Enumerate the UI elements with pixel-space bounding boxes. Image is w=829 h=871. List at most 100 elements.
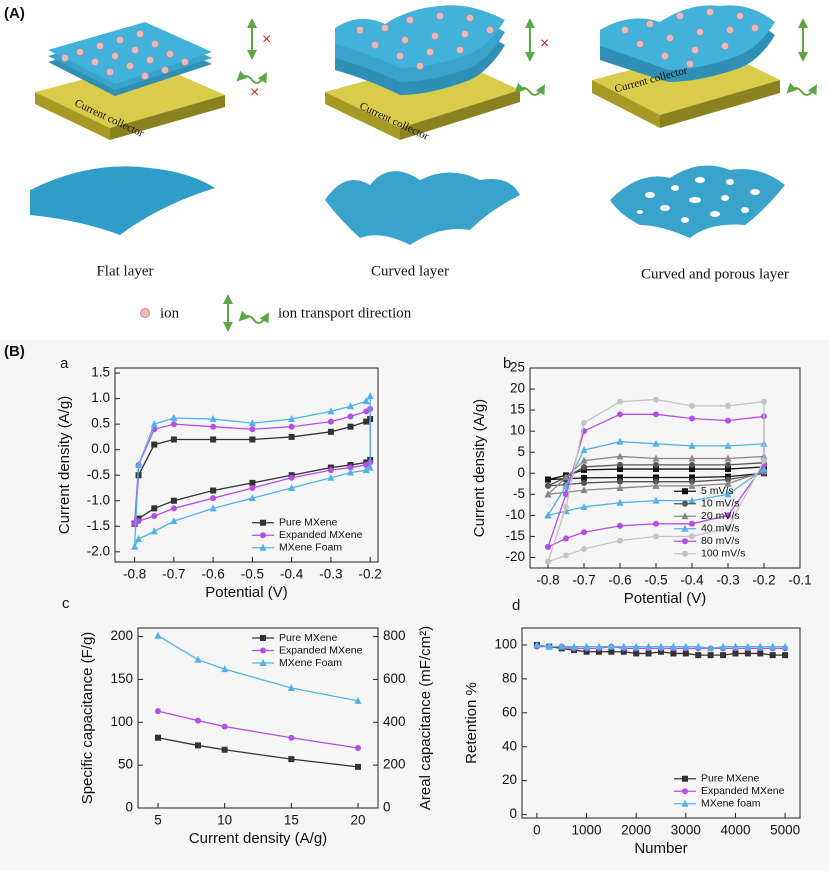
data-point [620, 642, 628, 650]
y-axis-label: Current density (A/g) [56, 396, 73, 534]
data-point [354, 696, 362, 704]
data-point [689, 478, 695, 485]
data-point [580, 486, 588, 494]
x-tick-label: -0.3 [716, 573, 739, 588]
data-point [719, 642, 727, 650]
x-tick-label: -0.7 [162, 567, 185, 582]
data-point [327, 428, 334, 435]
x-tick-label: 0 [533, 823, 541, 838]
x-axis-label: Potential (V) [205, 584, 288, 601]
data-point [195, 742, 201, 749]
legend-marker [260, 635, 266, 641]
data-point [707, 652, 714, 659]
data-point [209, 415, 217, 423]
data-point [725, 476, 731, 483]
data-point [731, 642, 739, 650]
x-tick-label: 2000 [621, 823, 651, 838]
data-point [617, 522, 623, 529]
data-point [617, 398, 623, 405]
data-point [652, 481, 660, 489]
legend-label: Pure MXene [279, 517, 338, 529]
y-tick-label: 1.0 [91, 390, 110, 405]
y-tick-label: -1.0 [87, 492, 110, 507]
data-point [653, 396, 659, 403]
data-point [725, 402, 731, 409]
data-point [170, 505, 177, 512]
data-point [617, 466, 623, 473]
data-point [616, 484, 624, 491]
svg-text:×: × [540, 35, 549, 52]
legend-marker [681, 512, 689, 520]
legend-marker [682, 788, 688, 795]
data-point [620, 648, 627, 655]
y-tick-label: 150 [110, 671, 133, 686]
data-point [616, 437, 624, 445]
data-point [583, 648, 590, 655]
plot-frame [114, 367, 379, 563]
data-point [209, 504, 217, 512]
y-tick-label: 1.5 [91, 365, 110, 380]
data-point [366, 463, 374, 471]
y-axis-label: Current density (A/g) [471, 399, 488, 537]
y-tick-label: 0 [125, 800, 133, 815]
legend-marker [260, 519, 266, 526]
x-tick-label: 5 [154, 813, 162, 828]
plot-frame [521, 627, 801, 819]
data-point [760, 465, 768, 473]
data-point [363, 462, 370, 468]
data-point [327, 418, 334, 425]
x-tick-label: -0.4 [280, 567, 304, 582]
data-point [563, 535, 569, 542]
data-point [544, 511, 552, 519]
data-point [210, 423, 217, 430]
x-axis-label: Current density (A/g) [189, 830, 327, 847]
x-axis-label: Potential (V) [624, 590, 707, 607]
y-tick-label: 20 [510, 381, 525, 396]
panel-letter: b [503, 355, 511, 372]
data-point [195, 717, 201, 724]
data-point [363, 418, 370, 425]
data-point [249, 426, 256, 433]
scheme: Current collector × × Flat layer [30, 18, 271, 279]
x-tick-label: -0.8 [536, 573, 559, 588]
layer-label: Flat layer [96, 263, 153, 279]
data-point [652, 439, 660, 447]
data-point [221, 723, 228, 730]
panel-label: (A) [4, 5, 25, 22]
panel-letter: a [60, 355, 69, 372]
data-point [781, 642, 789, 650]
x-tick-label: 3000 [671, 823, 701, 838]
data-point [724, 490, 732, 498]
legend-label: MXene foam [701, 798, 761, 810]
data-point [327, 467, 334, 474]
data-point [689, 474, 695, 481]
data-point [645, 650, 652, 657]
data-point [581, 419, 587, 426]
y-tick-label: -2.0 [87, 543, 110, 558]
data-point [362, 397, 370, 405]
data-point [617, 537, 623, 544]
y-tick-label: -1.5 [87, 518, 110, 533]
data-point [725, 417, 731, 424]
data-point [653, 520, 659, 527]
data-point [563, 552, 569, 559]
data-point [653, 474, 659, 481]
legend-marker [682, 775, 688, 782]
legend-label: MXene Foam [279, 542, 342, 554]
data-point [707, 644, 715, 652]
data-point [170, 414, 178, 422]
y-tick-label: 100 [494, 637, 517, 652]
data-point [725, 461, 731, 468]
x-tick-label: 15 [284, 813, 299, 828]
y2-tick-label: 200 [383, 757, 406, 772]
legend-label: 80 mV/s [701, 535, 740, 547]
data-point [617, 411, 623, 418]
y2-tick-label: 800 [383, 628, 406, 643]
plot-frame [137, 627, 379, 809]
data-point [288, 423, 295, 430]
data-point [689, 402, 695, 409]
data-point [327, 473, 335, 481]
data-point [210, 436, 217, 443]
data-point [580, 456, 588, 464]
data-point [653, 478, 659, 485]
